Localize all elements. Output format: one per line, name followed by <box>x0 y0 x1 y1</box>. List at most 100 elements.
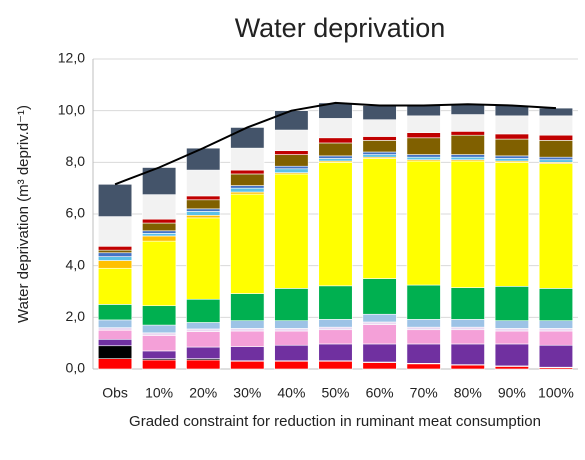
x-tick-label: Obs <box>102 385 128 401</box>
bar-segment <box>142 230 177 234</box>
bar-segment <box>406 115 441 133</box>
y-tick-label: 4,0 <box>66 256 86 272</box>
y-tick-label: 10,0 <box>58 101 85 117</box>
x-tick-label: 10% <box>145 385 173 401</box>
bar-segment <box>318 118 353 139</box>
y-tick-label: 6,0 <box>66 205 86 221</box>
bar-segment <box>230 185 265 189</box>
bar-segment <box>186 217 221 300</box>
bar-segment <box>97 252 133 257</box>
bar-segment <box>97 260 133 269</box>
y-tick-label: 0,0 <box>66 360 86 376</box>
bar-segment <box>362 105 397 121</box>
x-tick-label: 50% <box>321 385 349 401</box>
bar-segment <box>142 233 177 237</box>
bar-segment <box>186 328 221 332</box>
bar-segment <box>274 154 309 167</box>
bar-segment <box>97 183 133 217</box>
bar-segment <box>362 278 397 315</box>
bar-segment <box>450 156 485 161</box>
bar-segment <box>406 326 441 331</box>
bar-segment <box>230 173 265 186</box>
bar-segment <box>97 216 133 247</box>
bar-segment <box>142 332 177 336</box>
bar-segment <box>230 127 265 149</box>
bar-segment <box>362 154 397 158</box>
bar-segment <box>230 320 265 329</box>
bar-segment <box>97 327 133 331</box>
bar-segment <box>318 326 353 331</box>
bar-segment <box>318 142 353 157</box>
bar-segment <box>450 134 485 155</box>
bar-segment <box>538 163 574 289</box>
bar-segment <box>142 335 177 352</box>
bar-segment <box>274 330 309 346</box>
bar-segment <box>494 115 529 135</box>
bar-segment <box>538 328 574 332</box>
bar-segment <box>406 156 441 161</box>
bar-segment <box>230 330 265 347</box>
bar-segment <box>406 363 441 370</box>
bar-segment <box>142 359 177 370</box>
bar-segment <box>142 240 177 307</box>
total-line <box>114 101 557 186</box>
bar-segment <box>494 366 529 370</box>
bar-segment <box>450 364 485 370</box>
bar-segment <box>538 156 574 161</box>
bar-segment <box>230 293 265 321</box>
bar-segment <box>494 286 529 321</box>
bar-segment <box>186 211 221 216</box>
bar-segment <box>406 105 441 117</box>
bar-segment <box>450 114 485 132</box>
bar-segment <box>97 256 133 261</box>
bar-segment <box>406 319 441 328</box>
bar-segment <box>142 350 177 359</box>
bar-segment <box>450 287 485 320</box>
bar-segment <box>142 235 177 242</box>
bar-segment <box>406 343 441 364</box>
bar-segment <box>97 245 133 251</box>
bar-segment <box>362 324 397 345</box>
bar-segment <box>538 107 574 117</box>
x-tick-label: 20% <box>189 385 217 401</box>
bar-segment <box>274 360 309 370</box>
bar-segment <box>406 329 441 345</box>
bar-segment <box>362 313 397 323</box>
y-tick-label: 8,0 <box>66 153 86 169</box>
bar-segment <box>406 154 441 158</box>
bar-segment <box>230 328 265 332</box>
bar-segment <box>230 193 265 294</box>
bar-segment <box>538 159 574 163</box>
bar-segment <box>274 150 309 155</box>
bar-segment <box>362 343 397 363</box>
bar-segment <box>230 169 265 175</box>
bar-segment <box>97 358 133 370</box>
bar-segment <box>538 134 574 141</box>
bar-segment <box>538 140 574 158</box>
bar-segment <box>274 320 309 329</box>
bar-segment <box>538 344 574 368</box>
bar-segment <box>406 132 441 139</box>
bar-segment <box>186 169 221 197</box>
bar-segment <box>186 322 221 330</box>
bar-segment <box>450 326 485 331</box>
bar-segment <box>274 168 309 173</box>
x-tick-label: 100% <box>538 385 574 401</box>
x-tick-label: 30% <box>233 385 261 401</box>
x-axis-label: Graded constraint for reduction in rumin… <box>129 413 541 430</box>
bar-segment <box>362 119 397 137</box>
bar-segment <box>362 151 397 155</box>
bar-segment <box>494 155 529 159</box>
bar-segment <box>450 103 485 115</box>
x-tick-label: 90% <box>498 385 526 401</box>
bar-segment <box>97 319 133 328</box>
bar-segment <box>186 147 221 171</box>
bar-segment <box>406 284 441 320</box>
bar-segment <box>186 298 221 323</box>
bar-segment <box>494 320 529 329</box>
bar-segment <box>494 328 529 332</box>
bar-segment <box>494 330 529 345</box>
bar-segment <box>274 288 309 321</box>
bar-segment <box>450 329 485 345</box>
